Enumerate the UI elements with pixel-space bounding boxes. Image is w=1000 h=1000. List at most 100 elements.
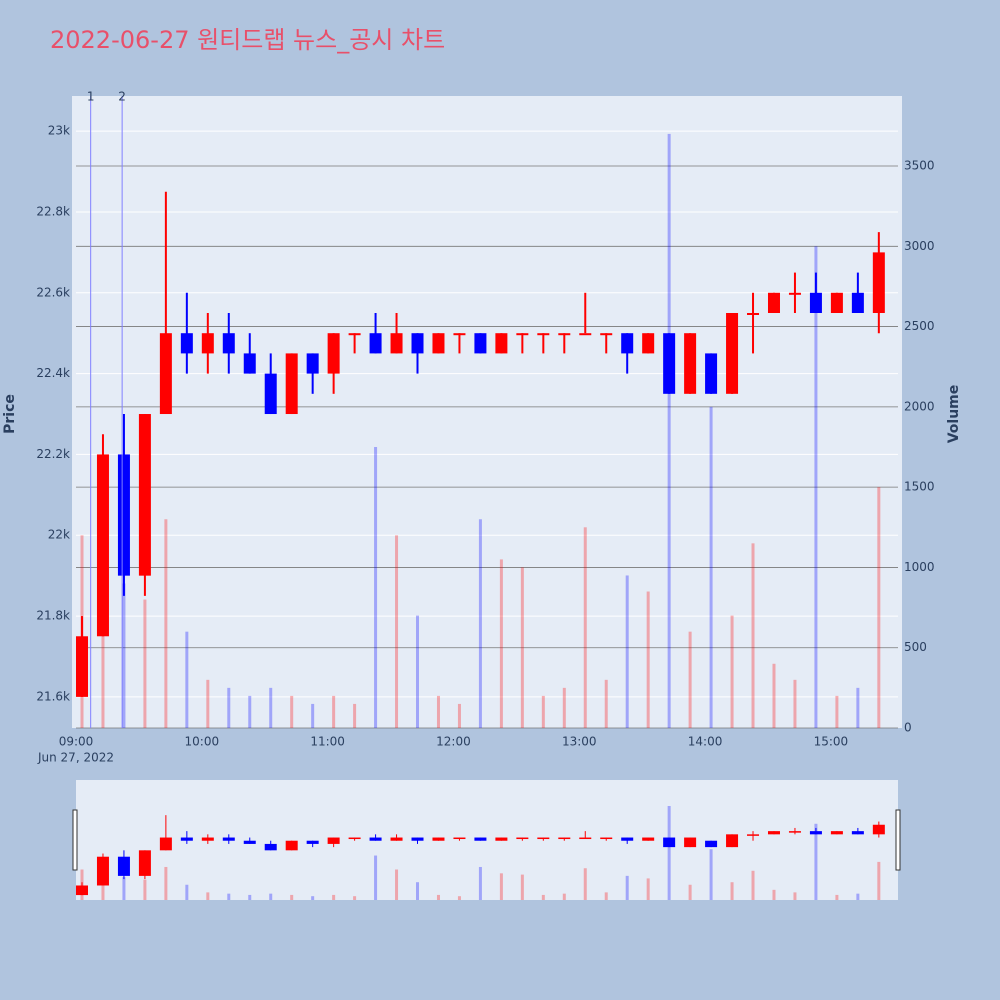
volume-bar (164, 519, 168, 728)
candle-body-mini (369, 837, 382, 841)
candle-body (579, 333, 592, 336)
volume-bar (374, 447, 378, 728)
y2-tick-label: 3000 (904, 239, 935, 253)
candle-body (201, 333, 214, 354)
candle-body-mini (809, 831, 822, 835)
candle-body (705, 353, 718, 394)
volume-bar (772, 663, 776, 728)
candle-body (264, 373, 277, 415)
volume-bar-mini (562, 893, 566, 900)
candle-body (76, 636, 88, 697)
volume-bar-mini (793, 892, 797, 900)
candle-body (663, 333, 676, 394)
candle-body (558, 333, 571, 336)
volume-bar-mini (520, 874, 524, 900)
volume-bar (227, 687, 231, 728)
candle-body (348, 333, 361, 336)
volume-bar-mini (311, 896, 315, 900)
candle-body-mini (222, 837, 235, 841)
candle-body-mini (327, 837, 340, 844)
slider-handle[interactable] (72, 809, 78, 871)
volume-bar-mini (478, 866, 482, 900)
candle-body-mini (432, 837, 445, 841)
candle-body-mini (495, 837, 508, 841)
volume-bar-mini (206, 892, 210, 900)
candle-body-mini (767, 831, 780, 835)
volume-bar (562, 687, 566, 728)
volume-bar-mini (856, 893, 860, 900)
x-tick-label: 14:00 (688, 735, 723, 749)
candle-body-mini (348, 837, 361, 840)
volume-bar-mini (709, 849, 713, 900)
y2-tick-label: 2500 (904, 319, 935, 333)
y-axis-label: Price (2, 394, 18, 434)
candle-body (830, 292, 843, 313)
y-tick-label: 21.8k (36, 609, 70, 623)
candle-body-mini (537, 837, 550, 840)
volume-bar (751, 543, 755, 728)
volume-bar (311, 703, 315, 728)
y2-tick-label: 1000 (904, 560, 935, 574)
candle-body-mini (180, 837, 193, 841)
volume-bar (583, 527, 587, 728)
y2-tick-label: 1500 (904, 480, 935, 494)
candle-body-mini (285, 840, 298, 851)
volume-bar-mini (814, 823, 818, 900)
volume-bar-mini (541, 894, 545, 900)
candle-body-mini (453, 837, 466, 840)
volume-bar (835, 695, 839, 728)
candle-body-mini (872, 824, 885, 835)
candle-body (474, 333, 487, 354)
candle-body (285, 353, 298, 415)
volume-bar (856, 687, 860, 728)
volume-bar (604, 679, 608, 728)
candle-body-mini (600, 837, 613, 840)
slider-handle[interactable] (895, 809, 901, 871)
plot-area (72, 96, 902, 728)
volume-bar-mini (751, 870, 755, 900)
volume-bar-mini (436, 894, 440, 900)
candle-body-mini (159, 837, 172, 851)
volume-bar-mini (877, 861, 881, 900)
volume-bar-mini (374, 855, 378, 900)
candle-body (180, 333, 193, 354)
candle-body (432, 333, 445, 354)
annotation-label: 2 (118, 90, 126, 104)
candle-body-mini (558, 837, 571, 840)
volume-bar-mini (395, 869, 399, 900)
volume-bar (625, 575, 629, 728)
range-slider[interactable] (76, 780, 898, 900)
volume-bar (353, 703, 357, 728)
candle-body-mini (705, 840, 718, 848)
volume-bar-mini (772, 889, 776, 900)
y-tick-label: 22.4k (36, 366, 70, 380)
volume-bar-mini (269, 893, 273, 900)
candle-body-mini (830, 831, 843, 835)
candle-body (138, 414, 151, 576)
volume-bar-mini (122, 877, 126, 900)
volume-bar (416, 615, 420, 728)
candle-body (243, 353, 256, 374)
x-tick-label: 11:00 (310, 735, 345, 749)
candle-body-mini (96, 856, 109, 886)
volume-bar-mini (604, 892, 608, 900)
volume-bar (332, 695, 336, 728)
candle-body (96, 454, 109, 637)
candle-body (327, 333, 340, 374)
candle-body-mini (516, 837, 529, 840)
candle-body (411, 333, 424, 354)
volume-bar-mini (185, 884, 189, 900)
candle-body (788, 292, 801, 295)
volume-bar-mini (667, 805, 671, 900)
candle-body (851, 292, 864, 313)
volume-bar (395, 535, 399, 728)
candle-body-mini (264, 843, 277, 851)
candle-body-mini (474, 837, 487, 841)
volume-bar (541, 695, 545, 728)
candle-body (684, 333, 697, 394)
candle-body (767, 292, 780, 313)
volume-bar-mini (248, 894, 252, 900)
volume-bar-mini (835, 894, 839, 900)
y-tick-label: 22k (48, 528, 70, 542)
